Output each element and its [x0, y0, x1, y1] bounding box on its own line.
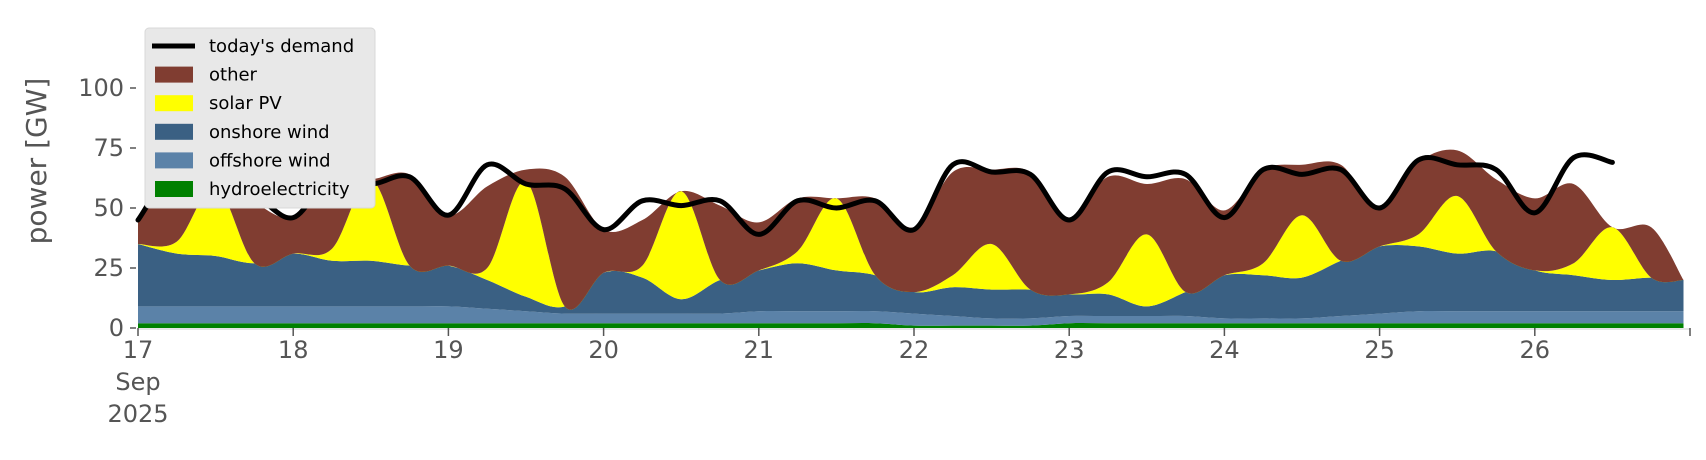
demand-line [135, 152, 1615, 237]
x-tick-label: 21 [744, 336, 775, 364]
x-tick-label: 19 [433, 336, 464, 364]
legend-swatch-solar-pv [155, 95, 193, 112]
y-axis-label: power [GW] [20, 78, 53, 245]
y-tick-label: 50 [93, 194, 124, 222]
legend-label-offshore-wind: offshore wind [209, 150, 331, 171]
y-tick-label: 25 [93, 254, 124, 282]
x-ticks: 17 Sep 2025 18 19 20 21 22 23 24 25 26 [107, 328, 1691, 428]
x-tick-label: 25 [1364, 336, 1395, 364]
legend-label-other: other [209, 65, 258, 86]
legend-label-onshore-wind: onshore wind [209, 122, 330, 143]
legend-swatch-onshore-wind [155, 123, 193, 140]
legend-label-hydroelectricity: hydroelectricity [209, 179, 350, 200]
x-tick-month: Sep [115, 368, 160, 396]
y-tick-label: 75 [93, 134, 124, 162]
y-tick-label: 100 [78, 74, 124, 102]
x-tick-year: 2025 [107, 400, 168, 428]
area-hydroelectricity [138, 323, 1684, 328]
y-tick-label: 0 [109, 314, 124, 342]
legend-box [144, 27, 376, 209]
x-tick-label: 18 [278, 336, 309, 364]
y-ticks: 0 25 50 75 100 [78, 74, 136, 342]
legend-label-today-s-demand: today's demand [209, 36, 354, 57]
area-solar-pv [138, 179, 1684, 310]
x-tick-label: 22 [899, 336, 930, 364]
legend: today's demand other solar PV onshore wind o… [144, 27, 376, 209]
area-onshore-wind [138, 244, 1684, 319]
legend-swatch-hydroelectricity [155, 181, 193, 197]
x-tick-label: 26 [1520, 336, 1551, 364]
x-tick-label: 20 [588, 336, 619, 364]
legend-swatch-offshore-wind [155, 152, 193, 169]
legend-label-solar-pv: solar PV [209, 93, 282, 114]
x-tick-label: 23 [1054, 336, 1085, 364]
x-tick-label: 17 [123, 336, 154, 364]
area-offshore-wind [138, 306, 1684, 326]
x-tick-label: 24 [1209, 336, 1240, 364]
legend-swatch-other [155, 66, 193, 83]
demand-line-layer [135, 152, 1615, 237]
